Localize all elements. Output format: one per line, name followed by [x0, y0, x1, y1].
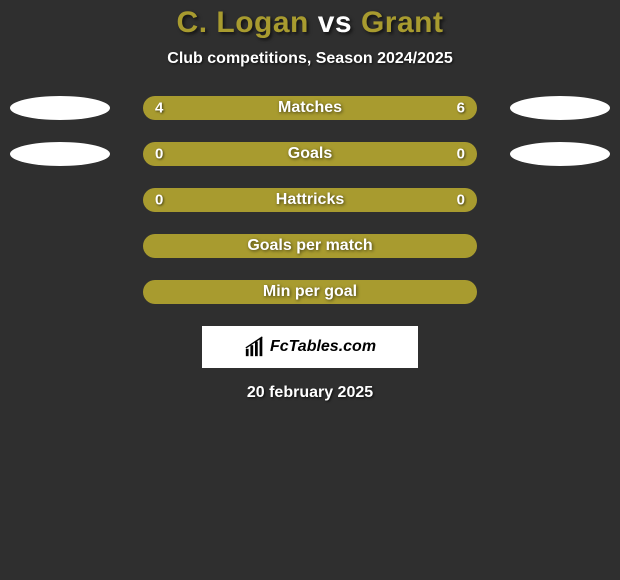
stat-value-right: 0: [457, 146, 465, 163]
comparison-card: C. Logan vs Grant Club competitions, Sea…: [0, 0, 620, 402]
stat-row: Goals per match: [0, 234, 620, 258]
stat-bar: 4 Matches 6: [143, 96, 477, 120]
player2-name: Grant: [361, 6, 444, 39]
stat-value-left: 0: [155, 146, 163, 163]
chart-icon: [244, 336, 266, 358]
player1-oval: [10, 142, 110, 166]
player1-oval: [10, 96, 110, 120]
stat-bar: 0 Goals 0: [143, 142, 477, 166]
stat-value-left: 4: [155, 100, 163, 117]
page-title: C. Logan vs Grant: [177, 6, 444, 40]
stat-row: 0 Hattricks 0: [0, 188, 620, 212]
stat-value-right: 0: [457, 192, 465, 209]
vs-label: vs: [318, 6, 352, 39]
stat-label: Hattricks: [276, 191, 344, 209]
player2-oval: [510, 142, 610, 166]
stat-label: Matches: [278, 99, 342, 117]
stat-value-left: 0: [155, 192, 163, 209]
stat-row: 0 Goals 0: [0, 142, 620, 166]
stat-row: 4 Matches 6: [0, 96, 620, 120]
stats-rows: 4 Matches 6 0 Goals 0 0 Hattricks 0 Goals per mat…: [0, 96, 620, 304]
subtitle: Club competitions, Season 2024/2025: [167, 50, 452, 68]
brand-text: FcTables.com: [270, 338, 376, 356]
stat-bar: Min per goal: [143, 280, 477, 304]
date-label: 20 february 2025: [247, 384, 373, 402]
stat-row: Min per goal: [0, 280, 620, 304]
stat-bar: Goals per match: [143, 234, 477, 258]
brand-logo[interactable]: FcTables.com: [202, 326, 418, 368]
stat-bar: 0 Hattricks 0: [143, 188, 477, 212]
player1-name: C. Logan: [177, 6, 309, 39]
player2-oval: [510, 96, 610, 120]
stat-value-right: 6: [457, 100, 465, 117]
stat-label: Min per goal: [263, 283, 357, 301]
stat-label: Goals: [288, 145, 332, 163]
stat-label: Goals per match: [247, 237, 372, 255]
